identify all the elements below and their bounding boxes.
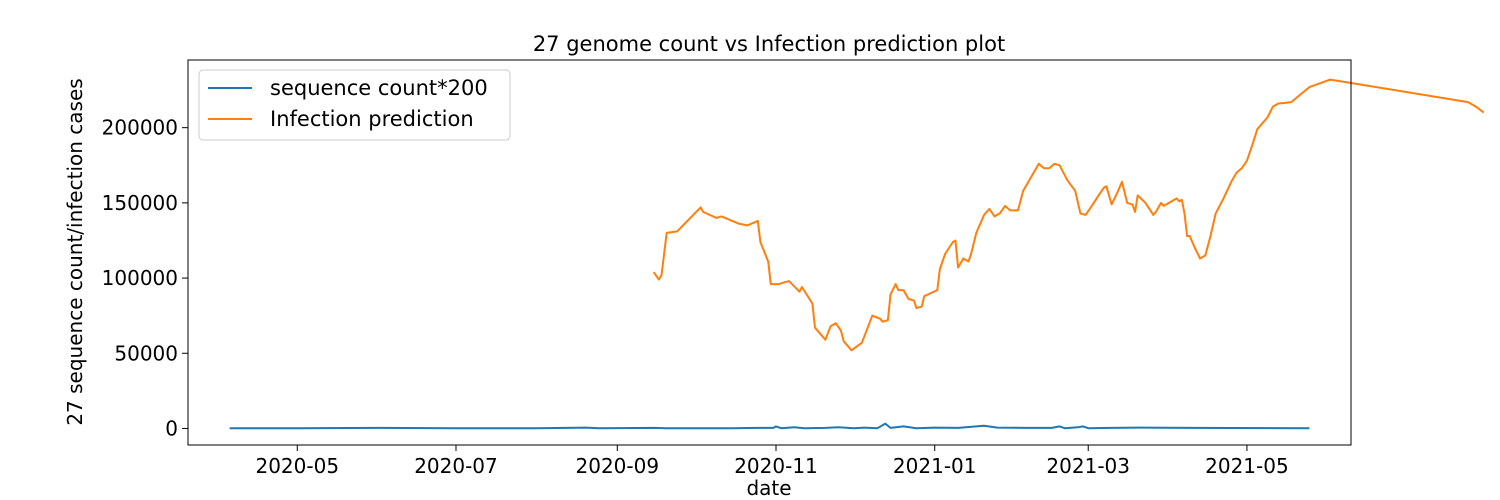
legend-label-infection-prediction: Infection prediction [270,107,474,131]
x-tick-label: 2020-11 [734,454,818,478]
legend-box [198,69,511,141]
x-tick-label: 2020-09 [576,454,660,478]
series-line-sequence-count-200 [229,422,1310,430]
x-tick-label: 2021-03 [1046,454,1130,478]
x-tick-label: 2021-05 [1205,454,1289,478]
series-layer [229,78,1485,430]
y-axis: 0 50000 100000 150000 200000 [102,116,188,440]
x-tick-label: 2020-07 [414,454,498,478]
y-tick-label: 150000 [102,191,178,215]
x-tick-label: 2020-05 [255,454,339,478]
plot-frame [187,59,1352,446]
y-axis-label: 27 sequence count/infection cases [63,78,87,425]
y-tick-label: 200000 [102,116,178,140]
y-tick-label: 100000 [102,266,178,290]
series-line-infection-prediction [652,78,1485,352]
chart-title: 27 genome count vs Infection prediction … [533,32,1005,56]
x-axis-label: date [746,476,791,500]
legend-label-sequence-count: sequence count*200 [270,76,488,100]
x-axis: 2020-05 2020-07 2020-09 2020-11 2021-01 2021-… [255,445,1289,478]
legend: sequence count*200 Infection prediction [198,69,511,141]
y-tick-label: 0 [165,416,178,440]
y-tick-label: 50000 [114,341,178,365]
x-tick-label: 2021-01 [893,454,977,478]
